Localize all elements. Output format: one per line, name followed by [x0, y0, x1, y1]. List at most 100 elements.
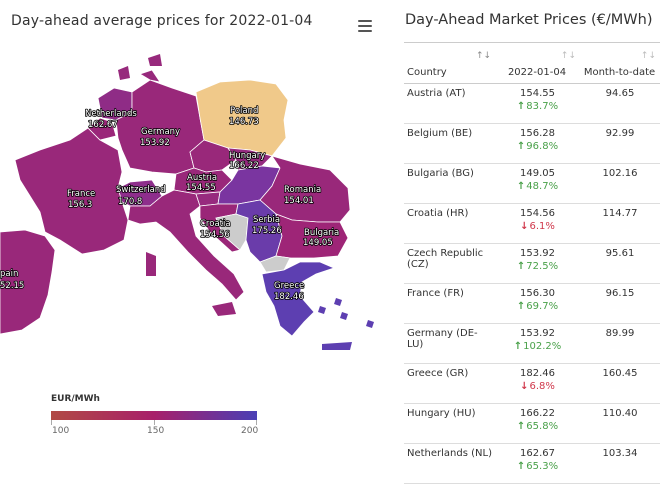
change-indicator: ↑102.2% [498, 341, 577, 352]
country-greece-island [334, 298, 342, 306]
change-indicator: ↑65.8% [498, 421, 577, 432]
sort-icon[interactable]: ↑↓ [640, 51, 656, 61]
arrow-down-icon: ↓ [520, 221, 529, 232]
sort-icon[interactable]: ↑↓ [560, 51, 576, 61]
price-cell: 156.28 ↑96.8% [495, 123, 580, 164]
legend-tick-mid [154, 420, 155, 425]
map-label-netherlands-name: Netherlands [85, 109, 137, 119]
map-label-greece-value: 182.46 [274, 292, 304, 302]
table-row[interactable]: Germany (DE-LU) 153.92 ↑102.2% 89.99 [404, 323, 660, 364]
price-value: 156.30 [520, 288, 555, 299]
country-greece-island [366, 320, 374, 328]
price-cell: 149.05 ↑48.7% [495, 163, 580, 204]
legend-tick-min [51, 420, 52, 425]
arrow-up-icon: ↑ [513, 341, 523, 352]
price-value: 153.92 [520, 248, 555, 259]
table-row[interactable]: Czech Republic (CZ) 153.92 ↑72.5% 95.61 [404, 243, 660, 284]
price-cell: 182.46 ↓6.8% [495, 363, 580, 404]
mtd-cell: 103.34 [580, 443, 660, 484]
table-row[interactable]: Austria (AT) 154.55 ↑83.7% 94.65 [404, 83, 660, 124]
price-cell: 154.55 ↑83.7% [495, 83, 580, 124]
price-value: 166.22 [520, 408, 555, 419]
change-value: 6.8% [529, 381, 555, 392]
price-value: 182.46 [520, 368, 555, 379]
price-value: 153.92 [520, 328, 555, 339]
map-label-france-name: France [67, 189, 95, 199]
table-row[interactable]: France (FR) 156.30 ↑69.7% 96.15 [404, 283, 660, 324]
country-denmark-island [148, 54, 162, 66]
map-label-spain-name: pain [0, 269, 18, 279]
legend-color-scale [51, 411, 257, 420]
table-row[interactable]: Belgium (BE) 156.28 ↑96.8% 92.99 [404, 123, 660, 164]
country-greece[interactable] [261, 261, 336, 337]
change-value: 102.2% [523, 341, 562, 352]
legend-title: EUR/MWh [51, 394, 100, 404]
change-indicator: ↓6.1% [498, 221, 577, 232]
map-label-serbia-name: Serbia [253, 215, 280, 225]
hamburger-menu-icon[interactable] [358, 20, 372, 33]
map-label-poland-name: Poland [230, 106, 258, 116]
price-value: 154.55 [520, 88, 555, 99]
arrow-down-icon: ↓ [520, 381, 529, 392]
map-label-romania-value: 154.01 [284, 196, 314, 206]
map-label-bulgaria-name: Bulgaria [304, 228, 339, 238]
change-indicator: ↑83.7% [498, 101, 577, 112]
table-row[interactable]: Netherlands (NL) 162.67 ↑65.3% 103.34 [404, 443, 660, 484]
country-cell: Czech Republic (CZ) [404, 243, 495, 284]
europe-price-map[interactable]: Netherlands 162.67 Germany 153.92 Poland… [0, 0, 393, 475]
country-north-macedonia[interactable] [259, 255, 291, 273]
change-value: 69.7% [526, 301, 559, 312]
price-value: 149.05 [520, 168, 555, 179]
map-label-switzerland-value: 170.8 [118, 197, 142, 207]
sort-icon[interactable]: ↑↓ [476, 51, 492, 61]
map-label-serbia-value: 175.26 [252, 226, 282, 236]
column-header-country[interactable]: ↑↓ Country [404, 42, 495, 84]
country-belgium[interactable] [87, 117, 117, 141]
map-label-romania-name: Romania [284, 185, 321, 195]
map-label-hungary-name: Hungary [229, 151, 265, 161]
price-cell: 156.30 ↑69.7% [495, 283, 580, 324]
arrow-up-icon: ↑ [516, 261, 526, 272]
price-value: 162.67 [520, 448, 555, 459]
country-spain[interactable] [0, 229, 56, 335]
arrow-up-icon: ↑ [516, 461, 526, 472]
change-value: 65.3% [526, 461, 559, 472]
price-value: 154.56 [520, 208, 555, 219]
arrow-up-icon: ↑ [516, 101, 526, 112]
country-crete [322, 342, 352, 350]
country-cell: Germany (DE-LU) [404, 323, 495, 364]
country-italy[interactable] [127, 189, 245, 301]
price-value: 156.28 [520, 128, 555, 139]
column-header-date[interactable]: ↑↓ 2022-01-04 [495, 42, 580, 84]
change-value: 6.1% [529, 221, 555, 232]
change-indicator: ↑48.7% [498, 181, 577, 192]
legend-max-label: 200 [241, 426, 259, 436]
country-bulgaria[interactable] [275, 213, 349, 259]
table-row[interactable]: Hungary (HU) 166.22 ↑65.8% 110.40 [404, 403, 660, 444]
map-label-austria-name: Austria [187, 173, 217, 183]
country-cell: Croatia (HR) [404, 203, 495, 244]
change-indicator: ↑72.5% [498, 261, 577, 272]
arrow-up-icon: ↑ [516, 181, 526, 192]
country-cell: France (FR) [404, 283, 495, 324]
column-header-mtd[interactable]: ↑↓ Month-to-date [580, 42, 660, 84]
price-cell: 154.56 ↓6.1% [495, 203, 580, 244]
change-indicator: ↑96.8% [498, 141, 577, 152]
table-title: Day-Ahead Market Prices (€/MWh) [405, 12, 653, 28]
map-label-hungary-value: 166.22 [229, 161, 259, 171]
mtd-cell: 114.77 [580, 203, 660, 244]
price-map-panel: Netherlands 162.67 Germany 153.92 Poland… [0, 0, 393, 475]
price-cell: 153.92 ↑72.5% [495, 243, 580, 284]
price-table-panel: Day-Ahead Market Prices (€/MWh) ↑↓ Count… [393, 0, 660, 484]
price-table: ↑↓ Country ↑↓ 2022-01-04 ↑↓ Month-to-dat… [404, 42, 660, 484]
table-row[interactable]: Greece (GR) 182.46 ↓6.8% 160.45 [404, 363, 660, 404]
table-row[interactable]: Croatia (HR) 154.56 ↓6.1% 114.77 [404, 203, 660, 244]
country-cell: Greece (GR) [404, 363, 495, 404]
country-cell: Austria (AT) [404, 83, 495, 124]
map-label-netherlands-value: 162.67 [88, 120, 118, 130]
country-denmark[interactable] [139, 69, 161, 83]
table-row[interactable]: Bulgaria (BG) 149.05 ↑48.7% 102.16 [404, 163, 660, 204]
change-value: 83.7% [526, 101, 559, 112]
mtd-cell: 160.45 [580, 363, 660, 404]
country-sicily [212, 302, 236, 316]
